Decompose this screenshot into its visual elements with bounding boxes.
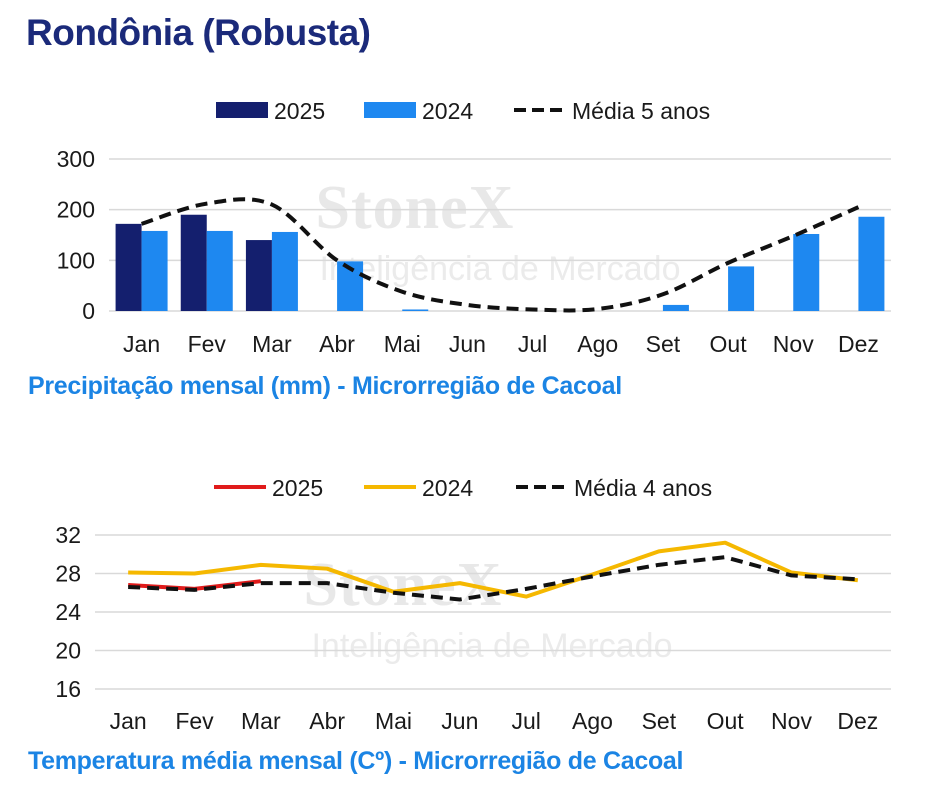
watermark-tagline: Inteligência de Mercado <box>311 627 672 665</box>
y-tick-label: 24 <box>55 599 81 625</box>
x-tick-label: Fev <box>188 331 227 357</box>
legend-label-2024: 2024 <box>422 475 473 501</box>
page-title: Rondônia (Robusta) <box>26 12 371 53</box>
x-tick-label: Nov <box>771 708 812 734</box>
legend-swatch-2024 <box>364 102 416 118</box>
bar-2025-fev <box>180 214 207 311</box>
y-tick-label: 20 <box>55 638 81 664</box>
x-tick-label: Set <box>646 331 681 357</box>
x-tick-label: Mai <box>375 708 412 734</box>
precipitation-caption: Precipitação mensal (mm) - Microrregião … <box>28 372 622 400</box>
series-line-media-4-anos <box>128 555 858 602</box>
bar-2024-mai <box>402 309 429 311</box>
temperature-chart: 32 28 24 20 16 Jan Fev Mar Abr Mai Jun Jul Ago Set Out… <box>55 475 891 734</box>
legend-label-media-4-anos: Média 4 anos <box>574 475 712 501</box>
x-tick-label: Abr <box>309 708 345 734</box>
legend-swatch-2025 <box>216 102 268 118</box>
x-tick-label: Dez <box>838 331 879 357</box>
legend-label-media-5-anos: Média 5 anos <box>572 98 710 124</box>
legend-label-2025: 2025 <box>274 98 325 124</box>
x-tick-label: Jul <box>511 708 540 734</box>
x-tick-label: Mar <box>252 331 292 357</box>
y-tick-label: 100 <box>57 247 95 273</box>
bar-2024-out <box>728 266 755 311</box>
y-tick-label: 28 <box>55 561 81 587</box>
bar-2024-set <box>662 304 689 311</box>
x-tick-label: Jun <box>449 331 486 357</box>
x-tick-label: Jan <box>123 331 160 357</box>
x-tick-label: Abr <box>319 331 355 357</box>
y-tick-label: 300 <box>57 146 95 172</box>
bar-2024-fev <box>206 230 233 311</box>
x-tick-label: Dez <box>837 708 878 734</box>
x-tick-label: Mar <box>241 708 281 734</box>
watermark-brand: StoneX <box>316 174 515 242</box>
legend-label-2024: 2024 <box>422 98 473 124</box>
x-tick-label: Ago <box>577 331 618 357</box>
bar-2024-jan <box>141 230 168 311</box>
watermark-tagline: Inteligência de Mercado <box>319 250 680 288</box>
series-line-media-5-anos <box>140 197 860 313</box>
x-tick-label: Jul <box>518 331 547 357</box>
x-tick-label: Jan <box>110 708 147 734</box>
bar-2024-nov <box>793 233 820 311</box>
y-tick-label: 0 <box>82 298 95 324</box>
precipitation-chart: 300 200 100 0 Jan Fev Mar Abr Mai Jun Jul Ago Set Out… <box>57 98 891 357</box>
x-tick-label: Fev <box>175 708 214 734</box>
bar-2024-mar <box>271 231 298 311</box>
bar-2024-dez <box>858 216 885 311</box>
y-tick-label: 200 <box>57 197 95 223</box>
x-tick-label: Jun <box>441 708 478 734</box>
x-tick-label: Ago <box>572 708 613 734</box>
legend-label-2025: 2025 <box>272 475 323 501</box>
y-tick-label: 16 <box>55 676 81 702</box>
x-tick-label: Out <box>707 708 745 734</box>
x-tick-label: Mai <box>384 331 421 357</box>
temperature-caption: Temperatura média mensal (Cº) - Microrre… <box>28 747 684 775</box>
x-tick-label: Out <box>710 331 748 357</box>
bar-2025-jan <box>115 223 142 311</box>
x-tick-label: Set <box>642 708 677 734</box>
bar-2025-mar <box>245 240 272 311</box>
y-tick-label: 32 <box>55 522 81 548</box>
x-tick-label: Nov <box>773 331 814 357</box>
series-line-2024 <box>128 540 859 599</box>
